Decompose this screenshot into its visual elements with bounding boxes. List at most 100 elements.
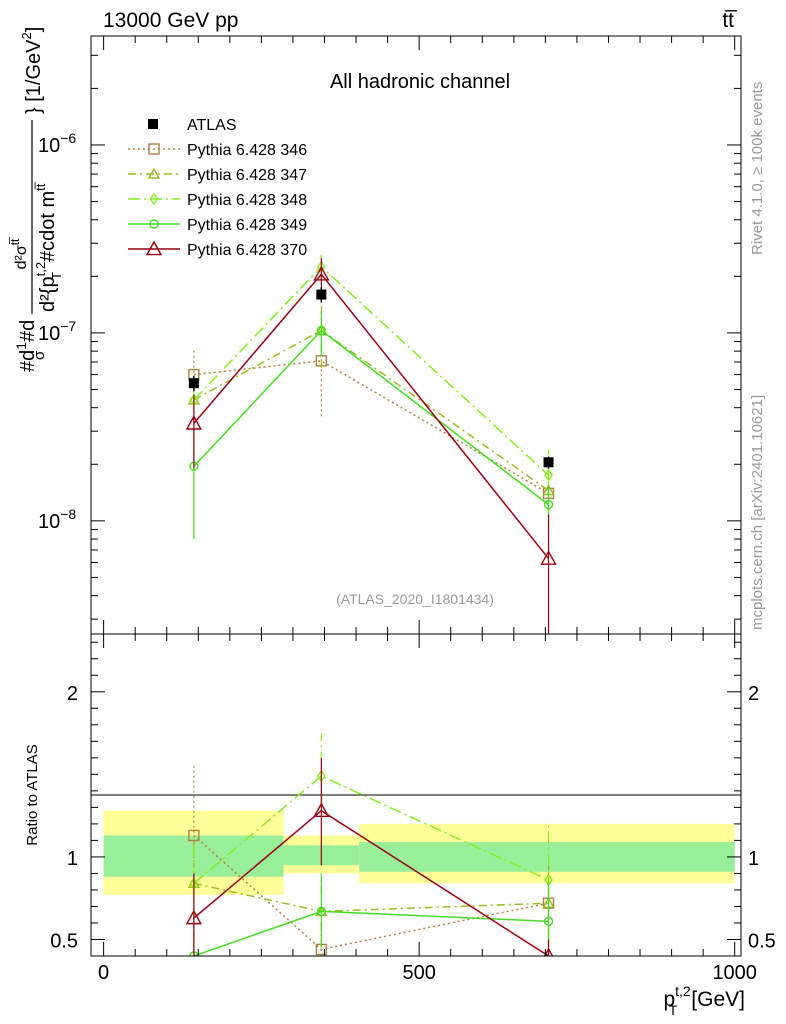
ylabel-frac-num: d²σtt̅	[8, 236, 30, 269]
xlabel-main: p	[663, 988, 675, 1011]
series-4	[185, 258, 557, 634]
main-ylabel: #d1#d σ d²σtt̅ d²{pt,2T#cdot mtt̅ } [1/G…	[8, 27, 64, 372]
main-panel: All hadronic channel (ATLAS_2020_I180143…	[38, 35, 742, 635]
legend-label: Pythia 6.428 346	[187, 142, 307, 159]
series-point	[544, 468, 553, 482]
ylabel-one: 1	[13, 342, 29, 350]
ratio-point	[188, 829, 200, 842]
chart-title: All hadronic channel	[330, 71, 510, 93]
ratio-point	[543, 916, 554, 927]
ratio-ytick-label-left: 2	[67, 683, 78, 705]
main-ticks	[91, 36, 741, 634]
ylabel-sigma: σ	[31, 350, 48, 360]
ratio-ytick-label-right: 2	[748, 683, 759, 705]
series-0	[188, 332, 555, 521]
series-point	[543, 499, 554, 510]
main-ytick-label-exp: −7	[60, 318, 76, 334]
data-point	[188, 378, 199, 389]
ratio-point	[185, 909, 203, 925]
data-point	[543, 457, 554, 468]
ratio-frame	[90, 633, 742, 957]
ratio-ytick-label-right: 0.5	[748, 930, 776, 952]
ylabel-unit-close: ]	[23, 27, 45, 33]
ylabel-frac-den-text: d²{p	[37, 276, 59, 312]
ratio-line	[193, 910, 549, 956]
main-ytick-label-exp: −6	[60, 130, 76, 146]
series-point	[316, 325, 327, 336]
ratio-panel: 0.5 0.5 1 1 2 2 Ratio to ATLAS	[24, 633, 776, 957]
ylabel-frac-num-text: d²σ	[13, 245, 30, 269]
legend-marker	[147, 167, 161, 179]
series-point	[540, 550, 557, 565]
ratio-ytick-label-left: 0.5	[50, 930, 78, 952]
xlabel: pt,2 T [GeV]	[663, 983, 745, 1018]
legend-label: Pythia 6.428 370	[187, 242, 307, 259]
xtick-label: 0	[98, 962, 109, 984]
series-3	[189, 311, 554, 540]
main-ytick-label-base: 10	[38, 511, 60, 533]
header-left: 13000 GeV pp	[103, 9, 238, 32]
ratio-bands	[103, 810, 735, 895]
xtick-label: 500	[402, 962, 435, 984]
legend-entry-atlas: ATLAS	[148, 117, 237, 134]
ylabel-unit: } [1/GeV2]	[19, 27, 45, 114]
legend: ATLAS Pythia 6.428 346 Pythia 6.428 347 Pyt…	[128, 117, 307, 259]
series-2	[189, 254, 553, 500]
legend-entry-0: Pythia 6.428 346	[128, 142, 307, 159]
legend-entry-2: Pythia 6.428 348	[128, 192, 307, 209]
main-series	[185, 254, 557, 634]
legend-marker	[148, 143, 160, 155]
legend-marker	[149, 192, 159, 206]
main-ytick-labels: 10−610−710−8	[38, 130, 76, 533]
header-right: tt̅	[722, 9, 738, 32]
ratio-series	[185, 733, 555, 956]
data-atlas	[188, 287, 554, 469]
ylabel-unit-sup: 2	[19, 32, 34, 39]
mcplots-label: mcplots.cern.ch [arXiv:2401.10621]	[749, 395, 766, 630]
xlabel-sub: T	[669, 1002, 678, 1018]
main-ytick-label-base: 10	[38, 323, 60, 345]
ratio-band-inner	[359, 842, 735, 872]
legend-label: ATLAS	[187, 117, 237, 134]
ylabel-frac-den-rest-sup: tt̅	[33, 182, 48, 191]
series-line	[193, 329, 549, 506]
data-point	[316, 289, 327, 300]
ylabel-unit-text: } [1/GeV	[23, 39, 45, 114]
main-ytick-label-base: 10	[38, 135, 60, 157]
ylabel-frac-den-sup: t,2	[33, 262, 48, 276]
ylabel-frac-den-rest: #cdot m	[37, 191, 59, 262]
xtick-labels: 0 500 1000	[98, 962, 757, 984]
legend-entry-4: Pythia 6.428 370	[128, 240, 307, 259]
ylabel-frac-den: d²{pt,2T #cdot mtt̅	[33, 182, 64, 312]
legend-entry-1: Pythia 6.428 347	[128, 167, 307, 184]
svg-text:#d1#d: #d1#d	[13, 320, 39, 372]
legend-marker	[145, 240, 163, 256]
series-point	[185, 414, 203, 430]
ratio-ylabel: Ratio to ATLAS	[24, 744, 41, 845]
xtick-label: 1000	[712, 962, 757, 984]
ratio-ticks: 0.5 0.5 1 1 2 2	[50, 634, 776, 957]
ratio-ytick-label-left: 1	[67, 848, 78, 870]
analysis-label: (ATLAS_2020_I1801434)	[336, 591, 494, 607]
main-ytick-label: 10−8	[38, 506, 76, 533]
ylabel-part1: #d	[17, 350, 39, 372]
legend-entry-3: Pythia 6.428 349	[128, 217, 307, 234]
rivet-version-label: Rivet 4.1.0, ≥ 100k events	[749, 82, 766, 255]
ratio-point	[316, 906, 327, 917]
ylabel-frac-den-sub: T	[49, 272, 64, 280]
main-ytick-label-exp: −8	[60, 506, 76, 522]
ylabel-frac-num-sup: tt̅	[8, 236, 22, 245]
legend-label: Pythia 6.428 347	[187, 167, 307, 184]
ylabel-part2: #d	[17, 320, 39, 342]
series-line	[193, 273, 550, 560]
legend-label: Pythia 6.428 348	[187, 192, 307, 209]
ratio-ytick-label-right: 1	[748, 848, 759, 870]
ratio-line	[193, 775, 549, 884]
xlabel-unit: [GeV]	[691, 988, 745, 1011]
main-ytick-label: 10−6	[38, 130, 76, 157]
main-ytick-label: 10−7	[38, 318, 76, 345]
legend-marker	[148, 119, 158, 129]
legend-label: Pythia 6.428 349	[187, 217, 307, 234]
ratio-point	[313, 802, 330, 817]
